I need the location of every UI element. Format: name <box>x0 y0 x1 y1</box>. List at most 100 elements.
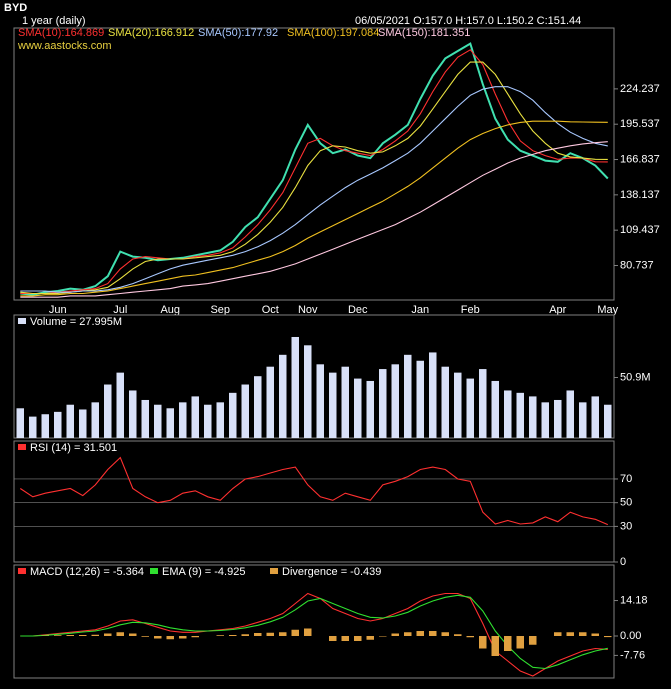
bar <box>329 636 337 641</box>
bar <box>541 402 549 438</box>
bar <box>529 396 537 438</box>
bar <box>91 634 99 636</box>
bar <box>416 360 424 438</box>
y-tick-label: 195.537 <box>620 118 660 130</box>
y-tick-label: 138.137 <box>620 189 660 201</box>
bar <box>391 364 399 438</box>
bar <box>504 636 512 651</box>
bar <box>141 399 149 438</box>
bar <box>491 380 499 438</box>
series-line <box>20 594 608 670</box>
bar <box>291 629 299 636</box>
legend-swatch <box>18 318 26 324</box>
bar <box>379 636 387 637</box>
legend-swatch <box>270 568 278 574</box>
x-tick-label: Oct <box>262 304 279 316</box>
panel-frame <box>13 27 615 301</box>
source: www.aastocks.com <box>17 40 112 52</box>
bar <box>516 392 524 438</box>
bar <box>191 396 199 438</box>
bar <box>216 635 224 636</box>
y-tick-label: 30 <box>620 520 632 532</box>
chart-title: BYD <box>4 2 27 14</box>
bar <box>304 345 312 438</box>
y-tick-label: 0 <box>620 556 626 568</box>
y-tick-label: 109.437 <box>620 224 660 236</box>
bar <box>91 402 99 438</box>
bar <box>79 635 87 636</box>
legend-swatch <box>150 568 158 574</box>
bar <box>154 404 162 438</box>
legend-label: EMA (9) = -4.925 <box>162 566 245 578</box>
legend-label: SMA(150):181.351 <box>378 27 470 39</box>
bar <box>266 632 274 636</box>
bar <box>254 376 262 438</box>
bar <box>266 366 274 438</box>
series-line <box>20 86 608 293</box>
quote: 06/05/2021 O:157.0 H:157.0 L:150.2 C:151… <box>355 15 581 27</box>
bar <box>366 380 374 438</box>
bar <box>166 408 174 438</box>
bar <box>104 384 112 438</box>
bar <box>141 636 149 637</box>
bar <box>179 636 187 639</box>
bar <box>491 636 499 656</box>
legend-label: SMA(10):164.869 <box>18 27 104 39</box>
bar <box>41 414 49 438</box>
x-tick-label: May <box>597 304 618 316</box>
bar <box>241 384 249 438</box>
bar <box>304 628 312 636</box>
bar <box>566 390 574 438</box>
series-line <box>20 61 608 295</box>
legend-label: SMA(20):166.912 <box>108 27 194 39</box>
y-tick-label: 14.18 <box>620 594 648 606</box>
bar <box>466 636 474 638</box>
bar <box>591 396 599 438</box>
bar <box>554 399 562 438</box>
legend-swatch <box>18 568 26 574</box>
bar <box>379 369 387 438</box>
bar <box>179 402 187 438</box>
y-tick-label: 50 <box>620 497 632 509</box>
bar <box>441 632 449 636</box>
x-tick-label: Nov <box>298 304 318 316</box>
bar <box>479 369 487 438</box>
bar <box>229 635 237 636</box>
bar <box>116 632 124 636</box>
bar <box>454 372 462 438</box>
bar <box>241 634 249 636</box>
bar <box>254 633 262 636</box>
bar <box>54 411 62 438</box>
bar <box>16 408 24 438</box>
bar <box>366 636 374 640</box>
y-tick-label: 0.00 <box>620 630 641 642</box>
bar <box>466 378 474 438</box>
bar <box>341 636 349 641</box>
bar <box>129 390 137 438</box>
bar <box>66 635 74 636</box>
x-tick-label: Apr <box>549 304 566 316</box>
bar <box>216 402 224 438</box>
x-tick-label: Feb <box>461 304 480 316</box>
y-tick-label: 224.237 <box>620 83 660 95</box>
bar <box>591 633 599 636</box>
bar <box>41 635 49 636</box>
series-line <box>19 456 609 526</box>
bar <box>341 366 349 438</box>
bar <box>579 402 587 438</box>
price-line <box>20 42 609 296</box>
bar <box>166 636 174 640</box>
legend-label: Volume = 27.995M <box>30 316 122 328</box>
y-tick-label: 70 <box>620 473 632 485</box>
bar <box>54 635 62 636</box>
bar <box>504 390 512 438</box>
bar <box>429 352 437 438</box>
panel-frame <box>13 314 615 439</box>
bar <box>116 372 124 438</box>
legend-label: SMA(50):177.92 <box>198 27 278 39</box>
bar <box>604 636 612 638</box>
bar <box>104 633 112 636</box>
bar <box>29 416 37 438</box>
bar <box>516 636 524 649</box>
x-tick-label: Jul <box>113 304 127 316</box>
